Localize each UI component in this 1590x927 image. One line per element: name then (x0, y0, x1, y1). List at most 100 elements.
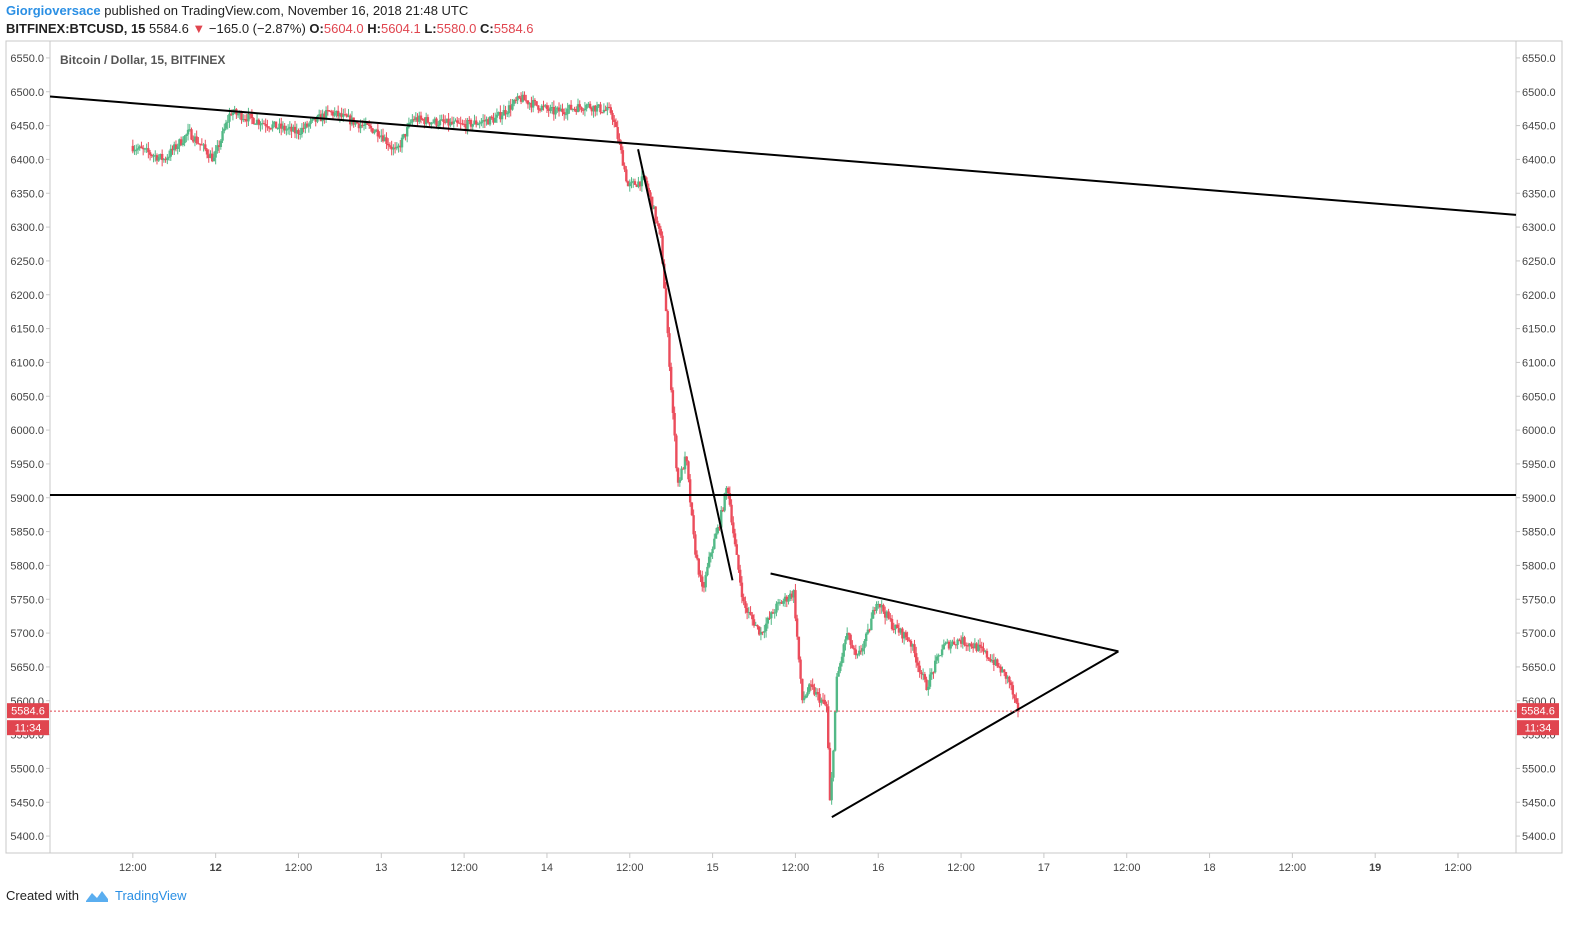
candle-body (550, 107, 554, 109)
candle-body (538, 109, 542, 111)
candle-body (718, 527, 721, 529)
candle-body (811, 684, 814, 688)
candle-body (682, 468, 685, 470)
candle-body (799, 659, 802, 679)
candle-body (461, 123, 464, 125)
candle-body (283, 125, 286, 131)
candle-body (618, 138, 621, 143)
last-price-tag-right (1517, 703, 1559, 719)
candle-body (818, 693, 821, 703)
candle-body (326, 110, 330, 112)
candle-body (450, 121, 454, 124)
candle-body (809, 684, 813, 686)
candle-body (473, 120, 476, 125)
candle-body (875, 603, 878, 611)
candle-body (355, 121, 359, 124)
candle-body (412, 119, 416, 121)
candle-body (944, 642, 947, 645)
x-tick-label: 19 (1369, 862, 1381, 874)
candle-body (673, 413, 676, 436)
candle-body (457, 122, 461, 124)
candle-body (456, 120, 459, 123)
candle-body (274, 121, 278, 129)
candle-body (255, 119, 259, 124)
candle-body (588, 103, 592, 109)
candle-body (878, 603, 882, 608)
down-arrow-icon: ▼ (192, 21, 206, 36)
candle-body (419, 115, 423, 119)
tradingview-logo-icon[interactable] (85, 889, 109, 903)
trendlines-layer[interactable] (49, 95, 1517, 819)
x-tick-label: 12 (210, 862, 222, 874)
candle-body (594, 105, 597, 112)
candle-body (497, 111, 500, 115)
candle-body (573, 108, 576, 110)
candle-body (160, 153, 164, 161)
candle-body (192, 139, 195, 142)
candle-body (299, 133, 302, 135)
candle-body (178, 139, 181, 147)
candle-body (525, 100, 528, 102)
candle-body (740, 582, 744, 598)
trendline-triangle-lower[interactable] (831, 650, 1119, 819)
candle-body (789, 593, 792, 599)
candle-body (469, 120, 473, 127)
tradingview-brand-link[interactable]: TradingView (114, 888, 187, 903)
candle-body (240, 112, 243, 121)
symbol-name: BITFINEX:BTCUSD, 15 (6, 21, 146, 36)
candle-body (695, 554, 699, 559)
candle-body (685, 456, 688, 462)
candle-body (739, 569, 742, 583)
x-tick-label: 12:00 (947, 862, 975, 874)
y-tick-label: 6050.0 (1522, 391, 1556, 403)
candle-body (535, 101, 538, 106)
candle-body (675, 435, 678, 469)
candle-body (385, 137, 388, 144)
candle-body (623, 165, 626, 170)
candle-body (890, 618, 894, 630)
y-tick-label: 6350.0 (1522, 188, 1556, 200)
candle-body (452, 121, 455, 124)
candle-body (293, 126, 297, 134)
candle-body (669, 366, 673, 391)
candle-body (512, 99, 516, 104)
candle-body (399, 145, 402, 148)
candle-body (516, 96, 519, 101)
candle-body (259, 124, 262, 126)
y-tick-label: 6100.0 (10, 357, 44, 369)
candle-body (885, 611, 889, 618)
author-link[interactable]: Giorgioversace (6, 3, 101, 18)
candle-body (566, 108, 569, 115)
candle-body (437, 125, 440, 127)
candle-body (212, 157, 216, 162)
candle-body (176, 146, 179, 149)
candle-body (185, 134, 188, 136)
trendline-steep-drop-line[interactable] (637, 149, 734, 581)
candle-body (959, 640, 963, 644)
candle-body (654, 206, 657, 221)
candle-body (290, 126, 293, 132)
candle-body (252, 118, 255, 124)
candle-body (288, 126, 292, 129)
candle-body (702, 586, 706, 588)
candle-body (649, 192, 652, 197)
candle-body (595, 106, 599, 112)
candle-body (495, 114, 499, 118)
candle-body (547, 108, 550, 111)
candle-body (952, 641, 956, 645)
candle-body (197, 143, 200, 145)
candle-body (915, 653, 918, 663)
open-label: O: (309, 21, 324, 36)
chart-frame (5, 40, 1563, 854)
trendline-long-descending-resistance[interactable] (49, 95, 1517, 216)
candle-body (530, 102, 533, 108)
candle-body (757, 626, 761, 635)
candle-body (580, 107, 583, 110)
candle-body (490, 116, 493, 119)
candle-body (795, 618, 799, 637)
candle-body (499, 111, 502, 120)
candle-body (186, 129, 190, 135)
trendline-triangle-upper[interactable] (770, 572, 1119, 653)
high-value: 5604.1 (380, 21, 421, 36)
